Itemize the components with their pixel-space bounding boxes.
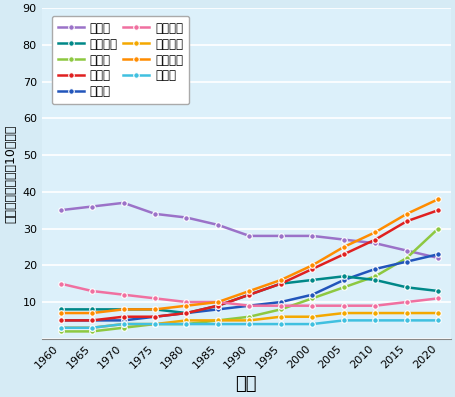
Y-axis label: 死亡率（女性人口10万対）: 死亡率（女性人口10万対） <box>4 124 17 223</box>
Legend: 胃がん, 肝臓がん, 膵がん, 肺がん, 乳がん, 子宮がん, 卵巣がん, 大腸がん, 白血病, : 胃がん, 肝臓がん, 膵がん, 肺がん, 乳がん, 子宮がん, 卵巣がん, 大腸… <box>52 16 189 104</box>
X-axis label: 女性: 女性 <box>236 375 257 393</box>
